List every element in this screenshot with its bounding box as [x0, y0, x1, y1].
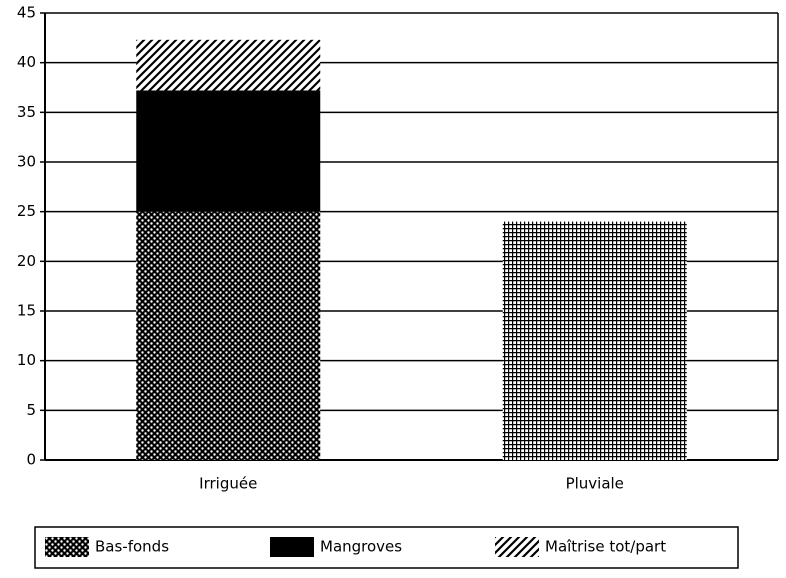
y-tick-label: 45 — [17, 4, 36, 22]
legend-label: Maîtrise tot/part — [545, 538, 666, 556]
y-tick-label: 30 — [17, 153, 36, 171]
legend-label: Bas-fonds — [95, 538, 169, 556]
bar-segment — [136, 211, 321, 460]
legend-box — [34, 526, 739, 569]
bar-segment — [502, 221, 687, 460]
x-tick-label: Pluviale — [566, 475, 624, 493]
y-tick-label: 15 — [17, 302, 36, 320]
bar-segment — [136, 90, 321, 212]
y-tick-label: 5 — [26, 401, 36, 419]
legend-label: Mangroves — [320, 538, 402, 556]
x-tick-label: Irriguée — [199, 475, 257, 493]
y-tick-label: 10 — [17, 351, 36, 369]
legend-swatch — [270, 537, 314, 557]
bar-segment — [136, 39, 321, 91]
y-tick-label: 20 — [17, 252, 36, 270]
legend-swatch — [45, 537, 89, 557]
y-tick-label: 0 — [26, 451, 36, 469]
y-tick-label: 40 — [17, 53, 36, 71]
y-tick-label: 35 — [17, 103, 36, 121]
y-tick-label: 25 — [17, 202, 36, 220]
legend-swatch — [495, 537, 539, 557]
